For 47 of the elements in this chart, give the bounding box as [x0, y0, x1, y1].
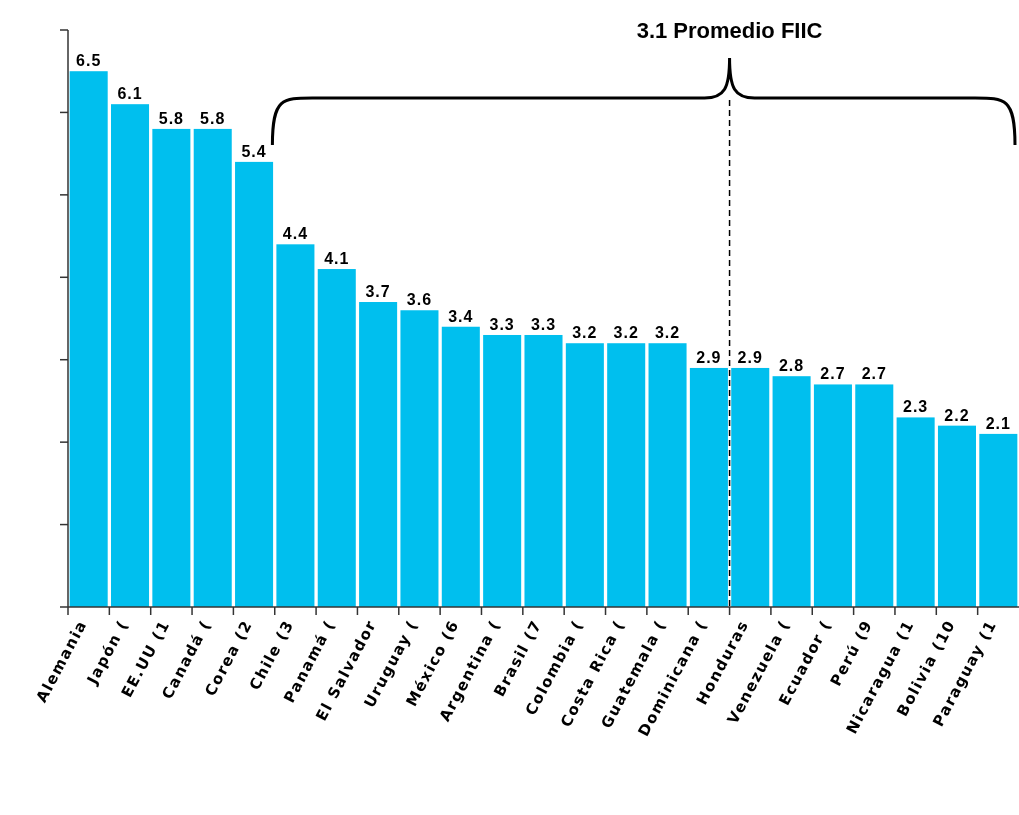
bar — [276, 244, 315, 607]
data-label: 2.9 — [737, 348, 763, 366]
bar — [979, 433, 1018, 607]
bar — [193, 128, 232, 607]
data-label: 4.4 — [282, 225, 309, 243]
bar — [896, 417, 935, 607]
data-label: 3.4 — [448, 307, 474, 325]
bar — [731, 367, 770, 607]
bar — [607, 343, 646, 607]
data-label: 3.3 — [530, 315, 557, 333]
bar — [152, 128, 191, 607]
data-label: 2.7 — [861, 365, 887, 383]
bar — [317, 269, 356, 607]
bar — [235, 161, 274, 607]
bar — [400, 310, 439, 607]
data-label: 2.9 — [696, 348, 722, 366]
data-label: 5.8 — [200, 109, 226, 127]
data-label: 6.5 — [76, 52, 102, 70]
data-label: 3.2 — [613, 324, 639, 342]
bar — [648, 343, 687, 607]
data-label: 2.2 — [944, 406, 970, 424]
annotation: 3.1 Promedio FIIC — [636, 18, 823, 43]
bar — [441, 326, 480, 607]
data-label: 2.7 — [820, 365, 846, 383]
bar — [524, 334, 563, 607]
data-label: 3.2 — [654, 324, 681, 342]
data-label: 2.3 — [903, 398, 929, 416]
data-label: 3.3 — [489, 315, 515, 333]
data-label: 2.8 — [778, 357, 805, 375]
data-label: 5.4 — [241, 142, 267, 160]
bar — [813, 384, 852, 607]
data-label: 2.1 — [985, 414, 1011, 432]
bar — [359, 302, 398, 607]
bar — [111, 104, 150, 607]
bar — [483, 334, 522, 607]
bar — [565, 343, 604, 607]
data-label: 3.7 — [365, 283, 391, 301]
data-label: 5.8 — [158, 109, 184, 127]
data-label: 4.1 — [324, 250, 350, 268]
data-label: 6.1 — [117, 85, 143, 103]
data-label: 3.2 — [572, 324, 598, 342]
data-label: 3.6 — [406, 291, 433, 309]
bar — [69, 71, 108, 607]
bar — [855, 384, 894, 607]
bar — [937, 425, 976, 607]
bar — [689, 367, 728, 607]
bar — [772, 376, 811, 607]
